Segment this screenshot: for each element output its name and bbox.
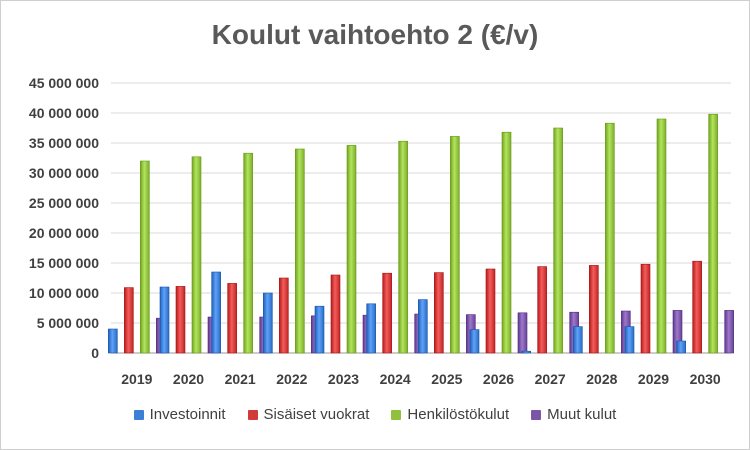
- y-tick-label: 25 000 000: [29, 195, 99, 211]
- bar: [573, 326, 583, 354]
- bar: [263, 292, 273, 354]
- bar: [605, 122, 615, 354]
- bar: [227, 283, 237, 354]
- bar: [108, 328, 118, 354]
- y-tick-label: 30 000 000: [29, 165, 99, 181]
- y-tick-label: 20 000 000: [29, 225, 99, 241]
- y-tick-label: 5 000 000: [37, 315, 99, 331]
- bar: [382, 272, 392, 354]
- bar: [692, 260, 702, 354]
- y-tick-label: 45 000 000: [29, 75, 99, 91]
- bar: [418, 299, 428, 354]
- bar: [398, 140, 408, 354]
- bar: [521, 350, 531, 354]
- legend-label: Sisäiset vuokrat: [263, 406, 370, 423]
- bar: [640, 263, 651, 354]
- bar: [314, 305, 325, 354]
- legend-item: Sisäiset vuokrat: [247, 406, 370, 423]
- bar: [469, 329, 480, 354]
- bar: [191, 156, 202, 354]
- legend-item: Investoinnit: [133, 406, 226, 423]
- legend-swatch: [133, 409, 144, 420]
- x-tick-label: 2029: [638, 371, 669, 387]
- legend-label: Henkilöstökulut: [407, 406, 510, 423]
- bar: [124, 287, 134, 354]
- y-tick-label: 0: [91, 345, 99, 361]
- bar: [211, 271, 221, 354]
- legend-item: Henkilöstökulut: [391, 406, 509, 423]
- bar: [537, 266, 547, 354]
- x-tick-label: 2022: [276, 371, 307, 387]
- chart-plot: 0 5 000 000 10 000 000 15 000 000 20 000 000…: [29, 75, 734, 387]
- bar: [517, 312, 528, 354]
- bar: [175, 286, 186, 354]
- bar: [295, 148, 305, 354]
- bar: [708, 113, 718, 354]
- x-tick-label: 2025: [431, 371, 462, 387]
- bar: [501, 131, 512, 354]
- y-tick-label: 10 000 000: [29, 285, 99, 301]
- bar: [434, 272, 444, 354]
- legend-swatch: [391, 409, 402, 420]
- legend-swatch: [247, 409, 258, 420]
- legend-item: Muut kulut: [531, 406, 616, 423]
- x-tick-label: 2028: [586, 371, 617, 387]
- bar: [140, 160, 150, 354]
- bar: [346, 145, 357, 354]
- bar: [656, 118, 667, 354]
- bar: [279, 277, 289, 354]
- chart-legend: Investoinnit Sisäiset vuokrat Henkilöstöku…: [1, 406, 749, 423]
- x-tick-label: 2030: [690, 371, 721, 387]
- x-tick-label: 2020: [173, 371, 204, 387]
- x-tick-label: 2019: [121, 371, 152, 387]
- y-tick-label: 40 000 000: [29, 105, 99, 121]
- x-tick-label: 2023: [328, 371, 359, 387]
- bar: [553, 127, 563, 354]
- bar: [485, 268, 496, 354]
- chart-title: Koulut vaihtoehto 2 (€/v): [211, 19, 539, 50]
- bar: [330, 274, 341, 354]
- x-tick-label: 2024: [380, 371, 411, 387]
- x-tick-label: 2026: [483, 371, 514, 387]
- x-tick-label: 2021: [225, 371, 256, 387]
- bar: [724, 310, 734, 354]
- bar: [159, 286, 170, 354]
- y-tick-label: 35 000 000: [29, 135, 99, 151]
- bar: [450, 136, 460, 354]
- legend-label: Muut kulut: [547, 406, 617, 423]
- bar: [366, 303, 376, 354]
- legend-label: Investoinnit: [149, 406, 226, 423]
- bar: [589, 265, 599, 354]
- bar: [243, 152, 253, 354]
- x-tick-label: 2027: [535, 371, 566, 387]
- bar: [676, 340, 686, 354]
- legend-swatch: [531, 409, 542, 420]
- y-tick-label: 15 000 000: [29, 255, 99, 271]
- bar: [624, 326, 635, 354]
